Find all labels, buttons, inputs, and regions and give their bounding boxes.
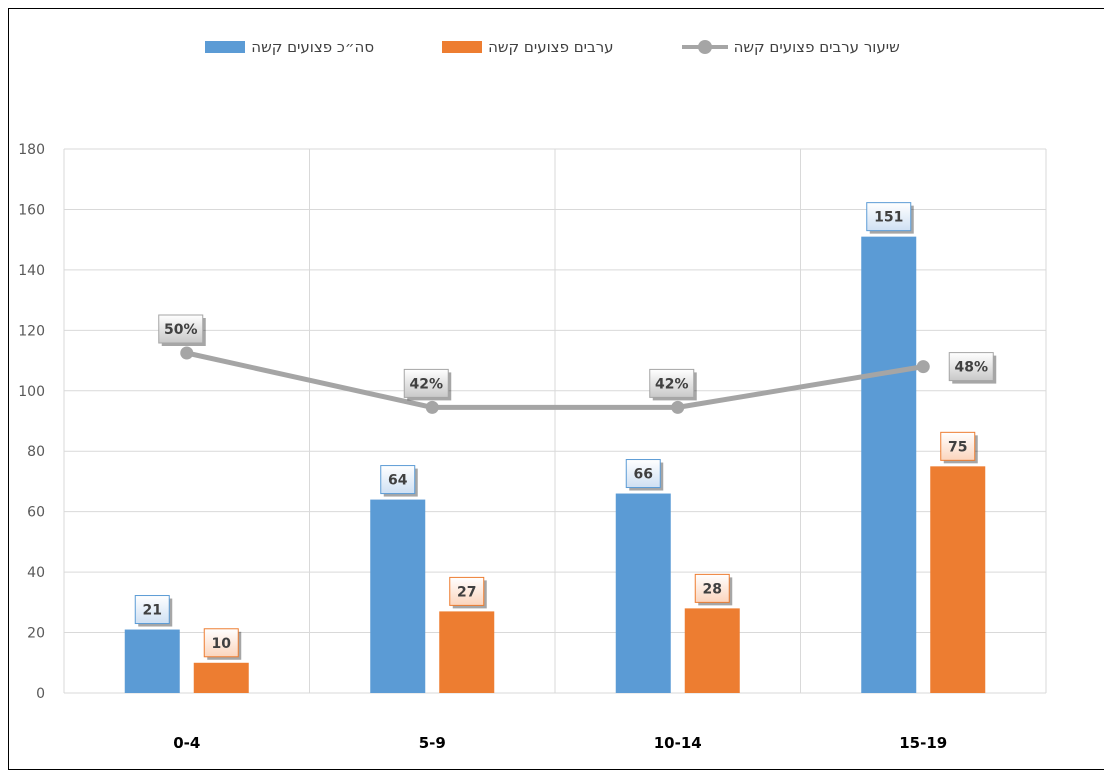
x-tick-label: 0-4 xyxy=(173,734,200,752)
data-label-box xyxy=(694,573,730,603)
data-label-text: 75 xyxy=(948,439,967,455)
x-tick-label: 5-9 xyxy=(419,734,446,752)
y-tick-label: 160 xyxy=(18,202,45,218)
data-label-text: 50% xyxy=(164,322,198,338)
data-label-rate: 42% xyxy=(403,368,452,401)
y-tick-label: 60 xyxy=(27,505,45,521)
data-label-box xyxy=(649,368,695,398)
data-label-box xyxy=(940,431,976,461)
y-tick-label: 120 xyxy=(18,323,45,339)
data-label-text: 151 xyxy=(874,210,903,226)
data-label-total: 151 xyxy=(866,202,914,234)
data-label-rate: 48% xyxy=(948,352,997,384)
chart-legend: סה״כ פצועים קשה ערבים פצועים קשה שיעור ע… xyxy=(0,38,1105,56)
y-tick-label: 80 xyxy=(27,444,45,460)
legend-label-arabs: ערבים פצועים קשה xyxy=(488,38,614,56)
bar-arabs xyxy=(439,611,495,693)
x-tick-label: 15-19 xyxy=(899,734,947,752)
data-label-box xyxy=(134,595,170,625)
y-tick-label: 180 xyxy=(18,142,45,158)
rate-line xyxy=(186,350,924,410)
legend-item-arabs: ערבים פצועים קשה xyxy=(442,38,614,56)
data-label-box xyxy=(403,368,449,398)
data-label-arabs: 75 xyxy=(940,431,978,464)
legend-swatch-rate xyxy=(681,40,728,54)
legend-item-rate: שיעור ערבים פצועים קשה xyxy=(681,38,900,56)
x-tick-label: 10-14 xyxy=(654,734,702,752)
data-label-arabs: 10 xyxy=(203,628,242,660)
legend-item-total: סה״כ פצועים קשה xyxy=(205,38,374,56)
y-tick-label: 140 xyxy=(18,263,45,279)
data-label-total: 66 xyxy=(625,459,664,491)
chart-frame xyxy=(8,8,1104,770)
legend-label-rate: שיעור ערבים פצועים קשה xyxy=(733,38,900,56)
data-label-text: 28 xyxy=(703,581,722,597)
data-label-box xyxy=(625,459,661,489)
rate-point xyxy=(425,400,439,414)
data-label-text: 64 xyxy=(388,473,408,489)
rate-point xyxy=(671,400,685,414)
data-label-text: 66 xyxy=(634,467,653,483)
data-label-box xyxy=(158,314,204,344)
data-label-box xyxy=(866,202,912,232)
data-label-total: 21 xyxy=(134,595,173,627)
legend-label-total: סה״כ פצועים קשה xyxy=(251,38,375,56)
data-label-text: 42% xyxy=(655,376,689,392)
y-tick-label: 100 xyxy=(18,384,45,400)
data-label-arabs: 27 xyxy=(449,576,487,609)
bar-arabs xyxy=(193,662,249,693)
y-tick-label: 0 xyxy=(36,686,45,702)
data-label-rate: 50% xyxy=(158,314,206,346)
data-label-box xyxy=(380,465,416,495)
y-tick-label: 20 xyxy=(27,626,45,642)
data-label-arabs: 28 xyxy=(694,573,733,606)
data-label-text: 42% xyxy=(409,376,443,392)
legend-swatch-total xyxy=(205,41,246,53)
data-label-text: 27 xyxy=(457,584,476,600)
data-label-text: 21 xyxy=(143,603,162,619)
bar-total xyxy=(370,499,426,693)
data-label-box xyxy=(203,628,239,658)
bar-total xyxy=(615,493,671,693)
bar-total xyxy=(124,629,180,693)
data-label-box xyxy=(948,352,994,382)
data-label-text: 10 xyxy=(212,636,232,652)
legend-swatch-arabs xyxy=(442,41,483,53)
data-label-rate: 42% xyxy=(649,368,697,401)
data-label-box xyxy=(449,576,485,606)
rate-point xyxy=(916,360,930,374)
bar-arabs xyxy=(930,466,986,693)
bar-total xyxy=(861,236,917,693)
data-label-text: 48% xyxy=(954,360,988,376)
y-tick-label: 40 xyxy=(27,565,45,581)
rate-point xyxy=(180,346,194,360)
bar-arabs xyxy=(684,608,740,693)
data-label-total: 64 xyxy=(380,465,418,497)
